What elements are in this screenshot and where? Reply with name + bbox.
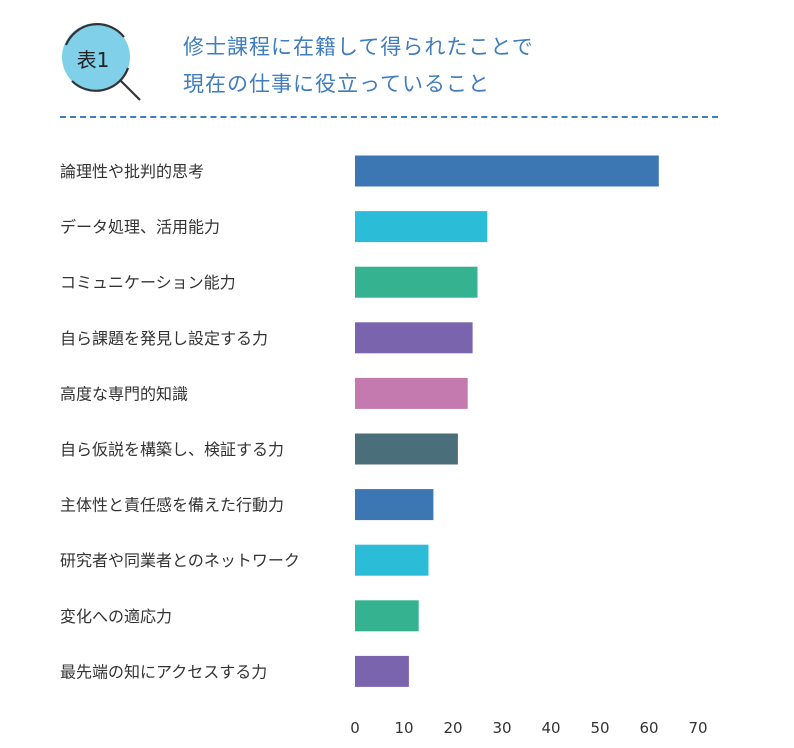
bar bbox=[355, 433, 458, 465]
x-tick-label: 40 bbox=[541, 719, 560, 737]
bar bbox=[355, 655, 409, 687]
bar bbox=[355, 489, 434, 521]
bar bbox=[355, 266, 478, 298]
category-label: 主体性と責任感を備えた行動力 bbox=[60, 496, 284, 515]
category-labels: 論理性や批判的思考データ処理、活用能力コミュニケーション能力自ら課題を発見し設定… bbox=[60, 162, 300, 681]
category-label: 研究者や同業者とのネットワーク bbox=[60, 551, 300, 570]
bar bbox=[355, 600, 419, 632]
bar bbox=[355, 322, 473, 354]
badge-tail bbox=[119, 79, 141, 101]
bar bbox=[355, 377, 468, 409]
title-divider bbox=[60, 116, 718, 118]
badge-circle bbox=[62, 23, 141, 101]
x-tick-label: 70 bbox=[688, 719, 707, 737]
badge-outline-top bbox=[64, 23, 125, 46]
category-label: データ処理、活用能力 bbox=[60, 218, 220, 237]
bar bbox=[355, 544, 429, 576]
x-tick-label: 0 bbox=[350, 719, 360, 737]
category-label: 論理性や批判的思考 bbox=[60, 162, 204, 181]
badge-label: 表1 bbox=[76, 47, 110, 72]
category-label: コミュニケーション能力 bbox=[60, 273, 236, 292]
category-label: 変化への適応力 bbox=[60, 607, 172, 626]
category-label: 自ら課題を発見し設定する力 bbox=[60, 329, 268, 348]
category-label: 最先端の知にアクセスする力 bbox=[60, 662, 267, 681]
bar bbox=[355, 211, 488, 243]
category-label: 高度な専門的知識 bbox=[60, 384, 188, 403]
chart-title-line-1: 修士課程に在籍して得られたことで bbox=[183, 35, 534, 59]
chart-title-line-2: 現在の仕事に役立っていること bbox=[183, 72, 490, 96]
bar bbox=[355, 155, 659, 187]
x-tick-label: 10 bbox=[394, 719, 413, 737]
badge-outline-bottom bbox=[71, 67, 130, 92]
bars bbox=[355, 155, 659, 687]
x-tick-label: 20 bbox=[443, 719, 462, 737]
x-tick-label: 50 bbox=[590, 719, 609, 737]
x-tick-label: 30 bbox=[492, 719, 511, 737]
category-label: 自ら仮説を構築し、検証する力 bbox=[60, 440, 284, 459]
x-axis-ticks: 0 10 20 30 40 50 60 70 bbox=[350, 719, 707, 737]
x-tick-label: 60 bbox=[639, 719, 658, 737]
badge-fill bbox=[62, 23, 130, 91]
